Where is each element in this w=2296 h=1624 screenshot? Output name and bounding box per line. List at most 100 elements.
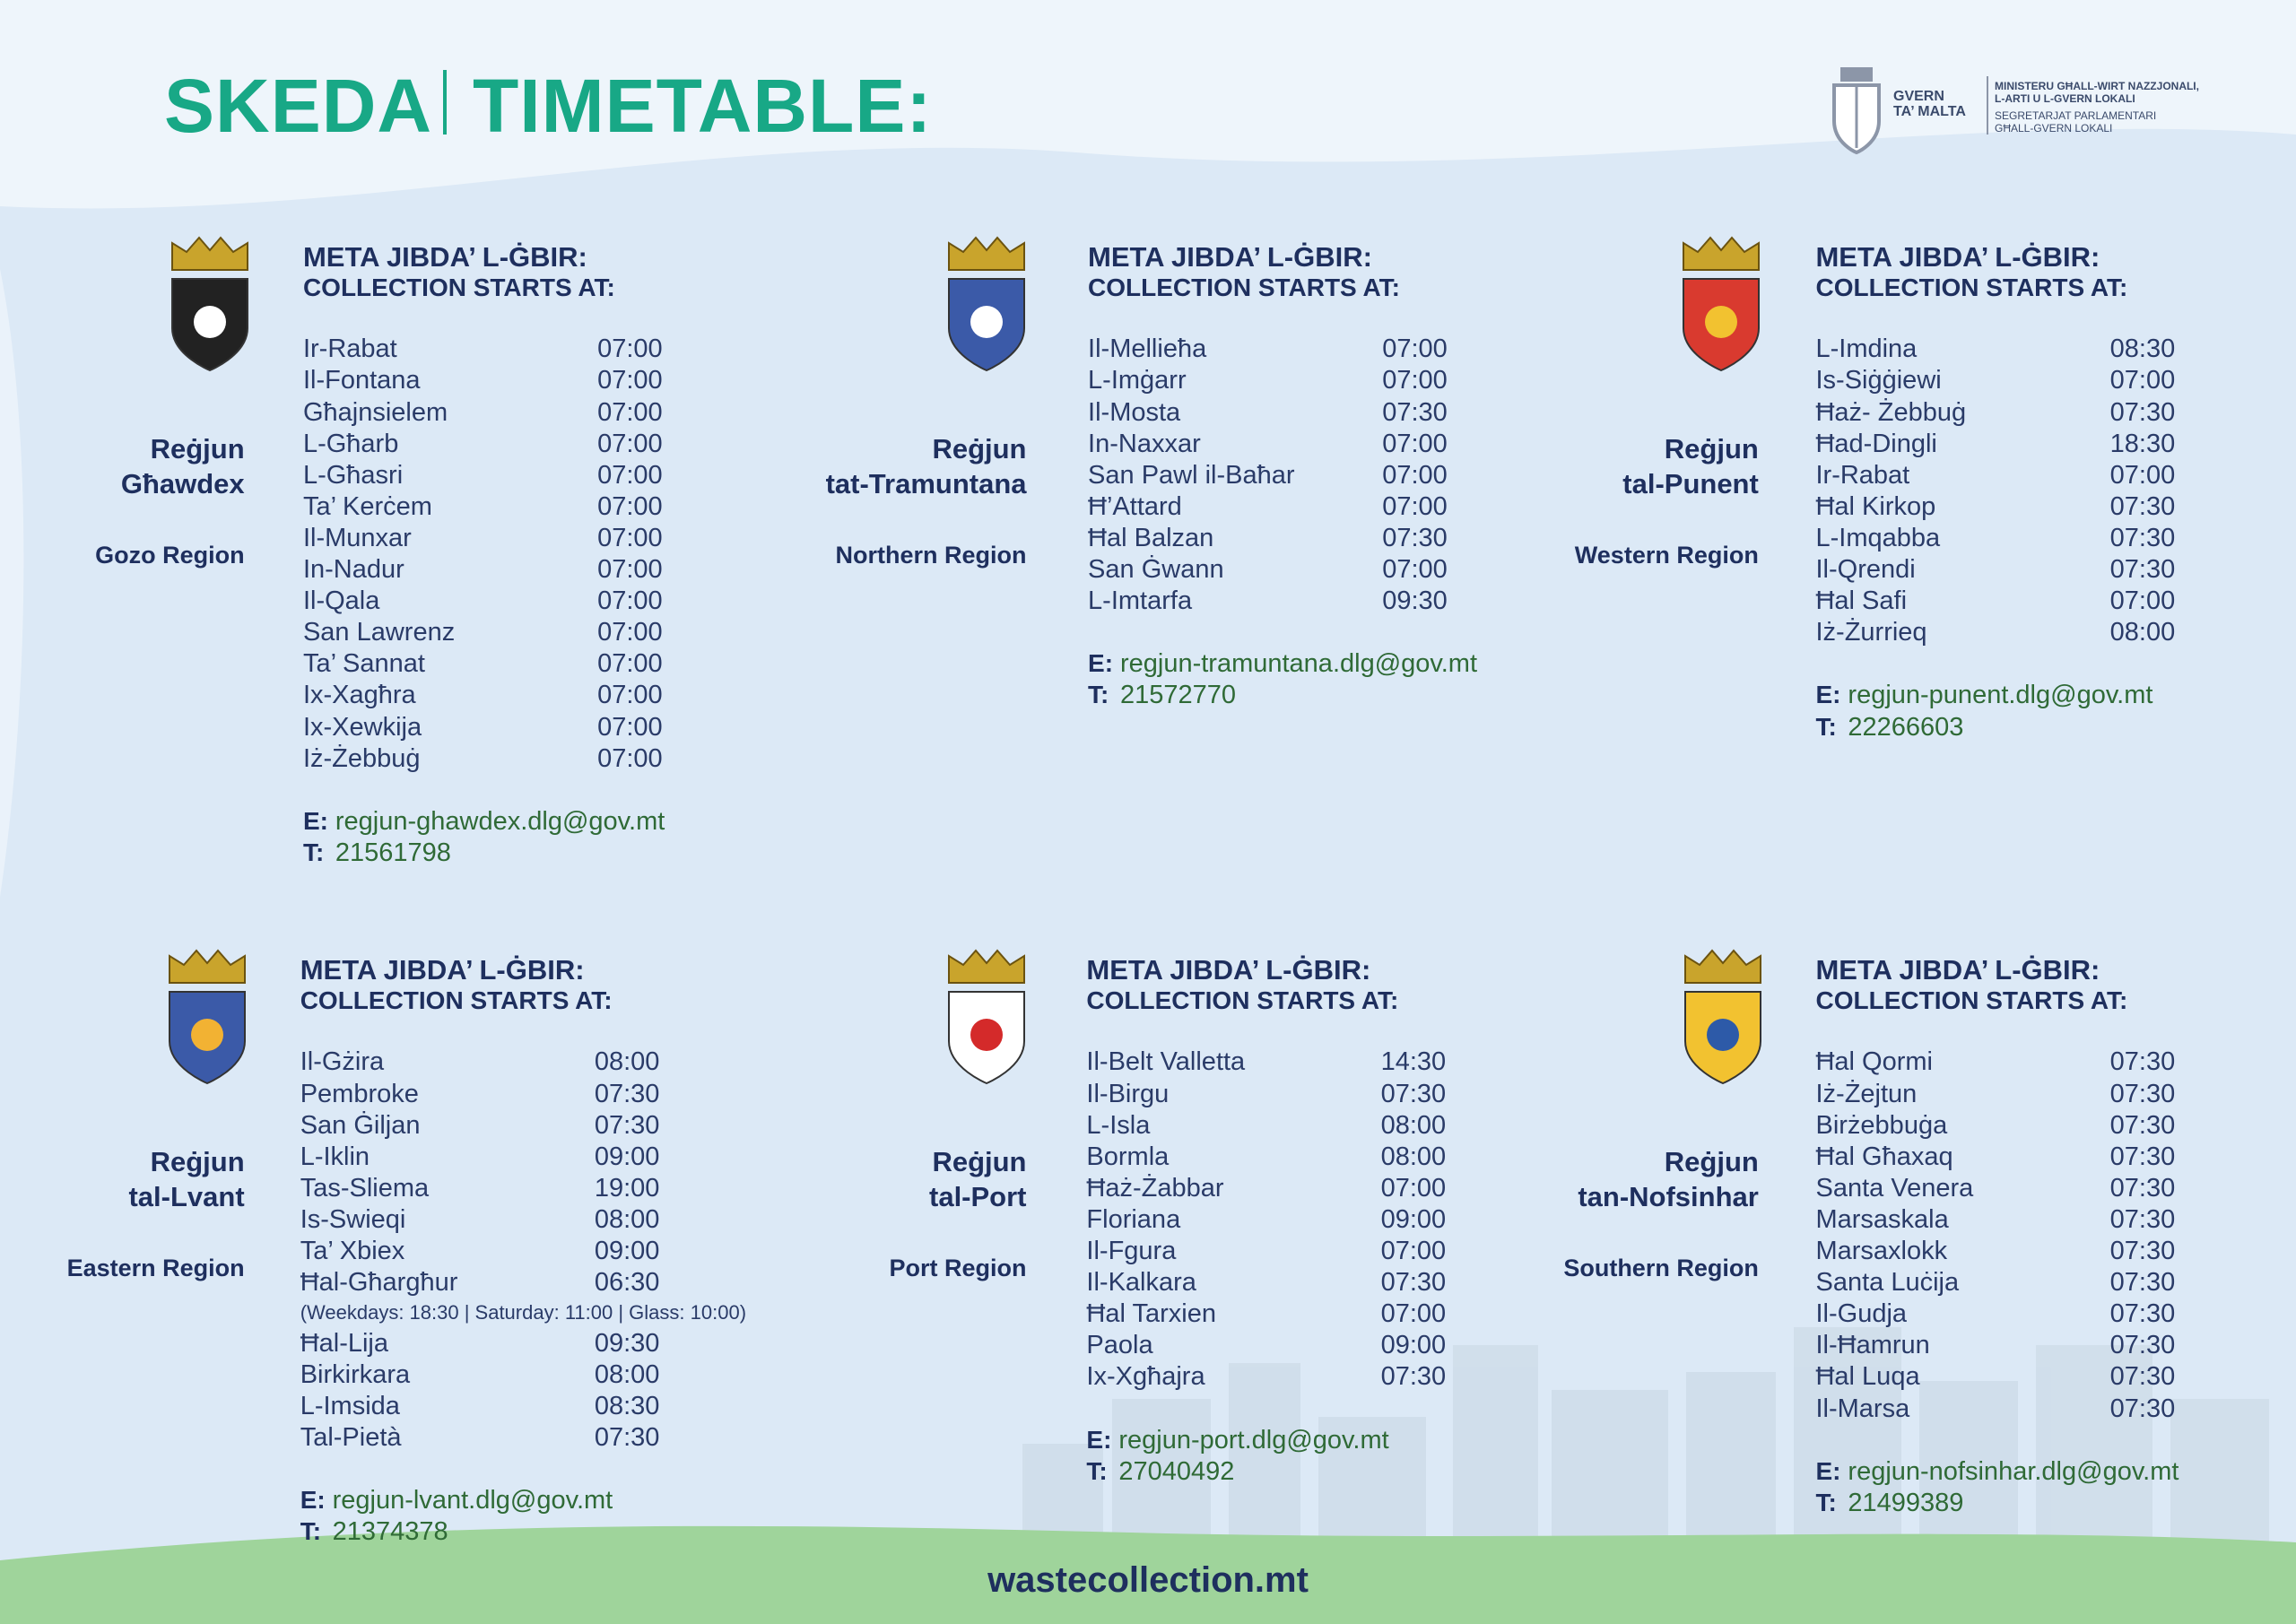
crest <box>1676 234 1766 381</box>
time: 08:00 <box>594 1047 660 1077</box>
region-name: tat-Tramuntana <box>825 467 1027 499</box>
email-label: E: <box>300 1486 326 1515</box>
phone-label: T: <box>1088 681 1109 709</box>
locality: Ħal Għaxaq <box>1815 1142 1953 1171</box>
locality: Bormla <box>1086 1142 1170 1171</box>
locality: Il-Marsa <box>1815 1394 1910 1423</box>
time: 08:00 <box>1380 1142 1447 1171</box>
region-name: Reġjun <box>150 432 245 465</box>
time: 08:00 <box>2109 618 2176 647</box>
logo-name: TA’ MALTA <box>1893 104 1966 119</box>
logo-secretariat: SEGRETARJAT PARLAMENTARI <box>1995 109 2157 122</box>
time: 07:00 <box>597 712 663 742</box>
time: 07:30 <box>2109 397 2176 427</box>
subheading: COLLECTION STARTS AT: <box>1815 273 2128 301</box>
crest <box>162 947 252 1094</box>
region-name: Reġjun <box>150 1145 245 1177</box>
email-label: E: <box>1086 1425 1112 1454</box>
crest <box>1678 947 1768 1094</box>
time: 07:30 <box>2109 1362 2176 1392</box>
region-name: Reġjun <box>932 1145 1027 1177</box>
locality: Il-Fontana <box>302 366 421 395</box>
locality: Il-Kalkara <box>1086 1268 1196 1298</box>
locality: L-Imtarfa <box>1088 586 1193 616</box>
phone: 21374378 <box>332 1517 448 1547</box>
locality: Ħaż-Żabbar <box>1086 1173 1224 1203</box>
email: regjun-tramuntana.dlg@gov.mt <box>1119 649 1478 679</box>
time: 07:00 <box>597 460 663 490</box>
locality: Marsaskala <box>1815 1204 1949 1234</box>
website: wastecollection.mt <box>987 1560 1309 1600</box>
heading: META JIBDA’ L-ĠBIR: <box>1815 953 2100 986</box>
email: regjun-punent.dlg@gov.mt <box>1848 681 2153 710</box>
time: 07:30 <box>2109 1268 2176 1298</box>
locality: L-Imqabba <box>1815 523 1941 552</box>
locality: L-Għarb <box>302 429 399 458</box>
locality: Tal-Pietà <box>300 1423 402 1453</box>
locality: L-Imġarr <box>1088 366 1187 395</box>
time: 07:00 <box>597 334 663 364</box>
subheading: COLLECTION STARTS AT: <box>1086 986 1399 1014</box>
locality: Il-Gudja <box>1815 1299 1908 1329</box>
region-name: tan-Nofsinhar <box>1578 1180 1759 1212</box>
time: 07:30 <box>2109 1299 2176 1329</box>
time: 07:00 <box>597 743 663 773</box>
region-name: Reġjun <box>932 432 1027 465</box>
region-english: Northern Region <box>835 541 1027 569</box>
locality: Pembroke <box>300 1079 419 1108</box>
title-right: TIMETABLE: <box>473 64 933 148</box>
time: 07:30 <box>594 1079 660 1108</box>
locality: L-Imdina <box>1815 334 1918 364</box>
time: 07:30 <box>2109 1047 2176 1077</box>
region-english: Southern Region <box>1563 1254 1759 1281</box>
crest <box>165 234 255 381</box>
time: 18:30 <box>2109 429 2176 458</box>
time: 09:00 <box>594 1237 660 1266</box>
phone: 22266603 <box>1848 712 1964 742</box>
phone-label: T: <box>1086 1456 1108 1485</box>
time: 07:30 <box>2109 1110 2176 1140</box>
locality: San Lawrenz <box>302 618 456 647</box>
time: 07:30 <box>2109 491 2176 521</box>
time: 07:00 <box>597 523 663 552</box>
time: 07:00 <box>1382 334 1448 364</box>
locality: Ħaż- Żebbuġ <box>1815 397 1967 427</box>
heading: META JIBDA’ L-ĠBIR: <box>302 240 587 273</box>
time: 08:00 <box>1380 1110 1447 1140</box>
time: 07:00 <box>1380 1173 1447 1203</box>
locality: In-Naxxar <box>1088 429 1201 458</box>
locality: Il-Birgu <box>1086 1079 1170 1108</box>
locality: L-Imsida <box>300 1392 400 1421</box>
region-name: Reġjun <box>1664 432 1759 465</box>
locality: Ħal Balzan <box>1088 523 1214 552</box>
locality: Ix-Xagħra <box>302 681 416 710</box>
locality: Il-Gżira <box>300 1047 385 1077</box>
locality: Il-Mosta <box>1088 397 1181 427</box>
time: 09:00 <box>1380 1204 1447 1234</box>
region-english: Eastern Region <box>66 1254 245 1281</box>
time: 07:30 <box>1380 1079 1447 1108</box>
locality: Il-Munxar <box>302 523 412 552</box>
time: 07:00 <box>1380 1299 1447 1329</box>
email-label: E: <box>1815 681 1841 709</box>
title-left: SKEDA <box>164 64 433 148</box>
time: 07:00 <box>597 397 663 427</box>
locality: Iż-Żebbuġ <box>302 743 421 773</box>
time: 07:30 <box>2109 1173 2176 1203</box>
time: 07:00 <box>2109 366 2176 395</box>
email-label: E: <box>302 806 328 835</box>
phone: 21561798 <box>335 838 451 867</box>
locality: Ħal Luqa <box>1815 1362 1920 1392</box>
locality: Tas-Sliema <box>300 1173 430 1203</box>
locality: L-Iklin <box>300 1142 370 1171</box>
locality: San Ġiljan <box>300 1110 421 1140</box>
locality: Ta’ Xbiex <box>300 1237 405 1266</box>
locality: Ħal Tarxien <box>1086 1299 1216 1329</box>
locality: Birżebbuġa <box>1815 1110 1948 1140</box>
locality: Is-Swieqi <box>300 1204 406 1234</box>
phone-label: T: <box>300 1517 322 1546</box>
locality: Il-Fgura <box>1086 1237 1177 1266</box>
time: 07:00 <box>597 681 663 710</box>
